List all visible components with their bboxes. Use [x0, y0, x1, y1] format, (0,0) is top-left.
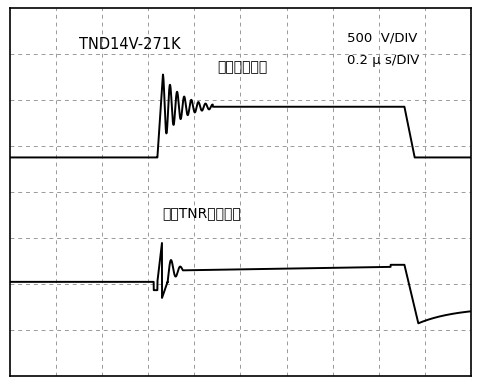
Text: 原始浪涌波形: 原始浪涌波形 — [217, 61, 267, 74]
Text: 500  V/DIV: 500 V/DIV — [346, 31, 416, 44]
Text: TND14V-271K: TND14V-271K — [79, 37, 180, 52]
Text: 0.2 μ s/DIV: 0.2 μ s/DIV — [346, 54, 418, 67]
Text: 连接TNR时的波形: 连接TNR时的波形 — [162, 206, 240, 220]
